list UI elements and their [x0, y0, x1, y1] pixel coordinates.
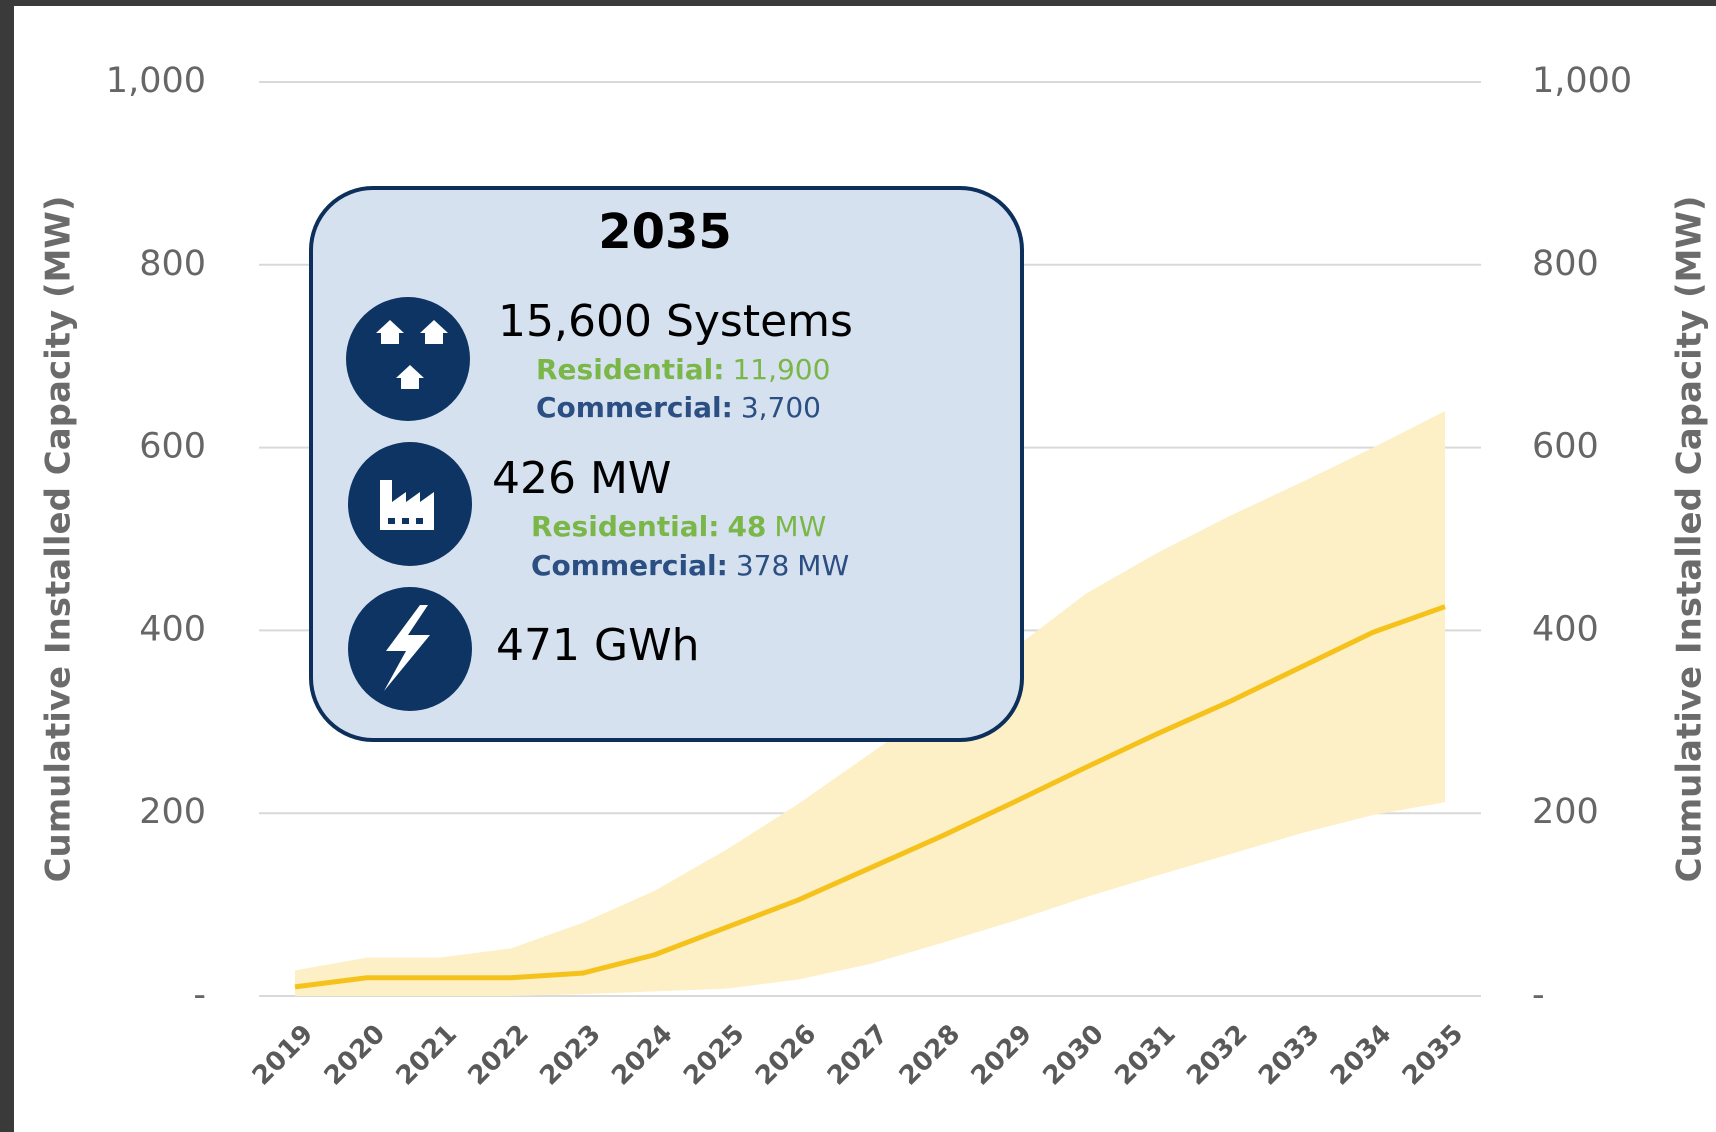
line [294, 604, 1446, 990]
x-tick-label: 2024 [606, 1019, 678, 1091]
x-tick-label: 2031 [1109, 1019, 1181, 1091]
y2-tick-label: 1,000 [1532, 61, 1632, 101]
y2-tick-label: 400 [1532, 609, 1599, 649]
callout-row: Residential: 11,900 [536, 353, 830, 386]
callout-box [309, 186, 1024, 742]
y2-tick-label: 600 [1532, 427, 1599, 467]
callout-row: Residential: 48 MW [531, 510, 826, 543]
callout-headline: 15,600 Systems [498, 296, 853, 347]
x-tick-label: 2019 [247, 1019, 319, 1091]
y-tick-label: - [193, 975, 206, 1015]
callout-headline: 471 GWh [496, 620, 699, 671]
x-tick-label: 2032 [1181, 1019, 1253, 1091]
row-label: Commercial: [531, 549, 728, 582]
x-tick-label: 2026 [750, 1019, 822, 1091]
row-value: 48 [727, 510, 766, 543]
background-edge [0, 0, 1716, 6]
y-axis-label: Cumulative Installed Capacity (MW) [39, 196, 79, 883]
y-tick-label: 1,000 [106, 61, 206, 101]
callout-headline: 426 MW [492, 453, 671, 504]
x-tick-label: 2021 [391, 1019, 463, 1091]
x-tick-label: 2035 [1397, 1019, 1469, 1091]
callout-row: Commercial: 3,700 [536, 391, 821, 424]
house-icon [346, 297, 470, 421]
row-unit: MW [774, 510, 826, 543]
y-tick-label: 200 [139, 792, 206, 832]
y2-tick-label: - [1532, 975, 1545, 1015]
row-value: 11,900 [732, 353, 830, 386]
y-tick-label: 600 [139, 427, 206, 467]
y2-tick-label: 200 [1532, 792, 1599, 832]
row-label: Commercial: [536, 391, 733, 424]
y2-tick-label: 800 [1532, 244, 1599, 284]
x-tick-label: 2027 [822, 1019, 894, 1091]
y-tick-label: 400 [139, 609, 206, 649]
callout-title: 2035 [598, 204, 732, 260]
x-tick-label: 2034 [1325, 1019, 1397, 1091]
x-tick-label: 2020 [319, 1019, 391, 1091]
x-tick-label: 2030 [1037, 1019, 1109, 1091]
range-band [295, 411, 1445, 996]
y-tick-label: 800 [139, 244, 206, 284]
callout-row: Commercial: 378 MW [531, 549, 849, 582]
x-tick-label: 2022 [462, 1019, 534, 1091]
row-label: Residential: [536, 353, 724, 386]
background-edge [0, 0, 14, 1132]
row-value: 3,700 [741, 391, 821, 424]
x-tick-label: 2023 [534, 1019, 606, 1091]
x-tick-label: 2029 [966, 1019, 1038, 1091]
row-label: Residential: [531, 510, 719, 543]
row-unit: MW [797, 549, 849, 582]
x-tick-label: 2025 [678, 1019, 750, 1091]
x-tick-label: 2028 [894, 1019, 966, 1091]
icon-glyphs [376, 320, 448, 691]
x-tick-label: 2033 [1253, 1019, 1325, 1091]
row-value: 378 [736, 549, 789, 582]
y2-axis-label: Cumulative Installed Capacity (MW) [1670, 196, 1710, 883]
